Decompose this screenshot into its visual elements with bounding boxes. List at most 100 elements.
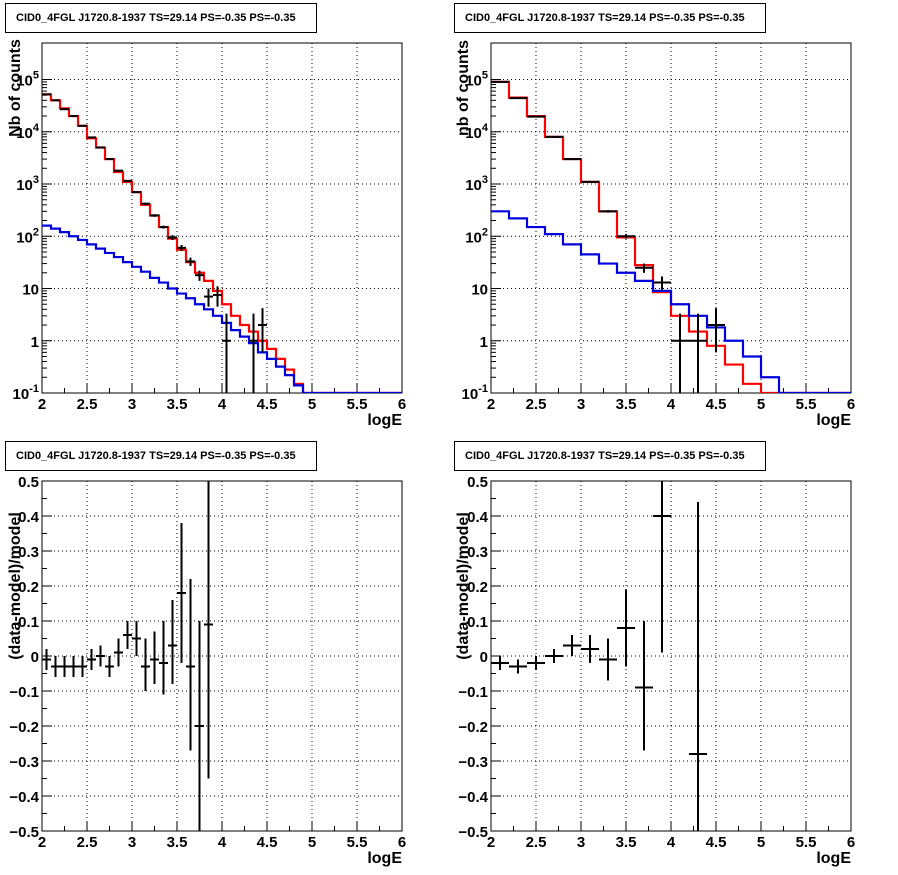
data-point — [707, 308, 725, 353]
x-tick-label: 5 — [308, 396, 316, 413]
y-tick-label: 0.5 — [467, 474, 488, 491]
data-point — [599, 210, 617, 213]
data-point — [186, 579, 195, 751]
data-point — [69, 656, 78, 677]
data-point — [159, 225, 168, 229]
y-tick-label: 104 — [465, 122, 489, 142]
data-point — [159, 621, 168, 695]
y-tick-label: 103 — [16, 174, 39, 194]
data-point — [141, 202, 150, 205]
x-axis-label: logE — [816, 412, 851, 429]
x-tick-label: 5.5 — [347, 396, 368, 413]
data-point — [105, 158, 114, 161]
y-tick-label: 0.2 — [18, 579, 39, 596]
y-tick-label: −0.4 — [458, 789, 488, 806]
y-tick-label: 0.1 — [467, 614, 488, 631]
data-point — [105, 656, 114, 677]
data-point — [617, 589, 635, 667]
panel-title-bottom-left: CID0_4FGL J1720.8-1937 TS=29.14 PS=-0.35… — [5, 441, 317, 471]
y-tick-label: 105 — [465, 70, 488, 90]
y-axis-label: nb of counts — [455, 40, 472, 136]
x-tick-label: 2.5 — [77, 834, 98, 851]
data-point — [563, 635, 581, 656]
x-tick-label: 2.5 — [526, 396, 547, 413]
data-point — [150, 631, 159, 684]
y-axis-label: (data-model)/model — [7, 512, 24, 660]
data-point — [527, 656, 545, 670]
x-tick-label: 2 — [487, 396, 495, 413]
y-tick-label: −0.3 — [9, 754, 39, 771]
x-tick-label: 4 — [218, 396, 227, 413]
source-model-histogram — [42, 224, 402, 393]
x-tick-label: 5 — [757, 834, 765, 851]
x-axis-label: logE — [367, 850, 402, 867]
x-tick-label: 3.5 — [167, 396, 188, 413]
data-point — [141, 638, 150, 691]
x-tick-label: 4.5 — [257, 834, 278, 851]
y-tick-label: −0.1 — [9, 684, 39, 701]
y-tick-label: 10 — [22, 282, 39, 299]
y-tick-label: 10 — [471, 282, 488, 299]
y-tick-label: 102 — [465, 226, 488, 246]
y-tick-label: −0.2 — [458, 719, 488, 736]
data-point — [123, 621, 132, 649]
x-tick-label: 6 — [398, 834, 406, 851]
data-point — [635, 621, 653, 751]
y-tick-label: 1 — [31, 334, 39, 351]
data-point — [204, 288, 213, 307]
x-tick-label: 3.5 — [616, 834, 637, 851]
data-point — [78, 656, 87, 677]
total-model-histogram — [491, 80, 851, 393]
data-point — [87, 136, 96, 139]
data-point — [186, 257, 195, 266]
y-tick-label: 1 — [480, 334, 488, 351]
y-tick-label: 0.4 — [467, 509, 489, 526]
data-point — [689, 502, 707, 831]
data-point — [195, 621, 204, 831]
source-model-histogram — [491, 210, 851, 393]
data-point — [96, 146, 105, 149]
x-tick-label: 6 — [847, 834, 855, 851]
y-tick-label: 10-1 — [462, 383, 488, 403]
y-tick-label: −0.2 — [9, 719, 39, 736]
data-point — [114, 169, 123, 172]
data-point — [617, 234, 635, 239]
data-point — [123, 179, 132, 182]
data-point — [87, 649, 96, 670]
data-point — [168, 600, 177, 684]
data-point — [42, 649, 51, 670]
data-point — [249, 313, 258, 393]
y-tick-label: 0.5 — [18, 474, 39, 491]
x-tick-label: 4 — [218, 834, 227, 851]
x-tick-label: 5 — [757, 396, 765, 413]
y-tick-label: 104 — [16, 122, 40, 142]
y-tick-label: −0.4 — [9, 789, 39, 806]
data-point — [177, 245, 186, 252]
x-tick-label: 4.5 — [706, 396, 727, 413]
x-axis-label: logE — [367, 412, 402, 429]
x-tick-label: 6 — [398, 396, 406, 413]
x-tick-label: 3 — [128, 834, 136, 851]
data-point — [150, 214, 159, 217]
x-axis-label: logE — [816, 850, 851, 867]
data-point — [60, 656, 69, 677]
plot-area — [491, 481, 707, 831]
data-point — [671, 313, 689, 393]
plot-area — [491, 80, 851, 393]
data-point — [653, 276, 671, 290]
panel-title-top-right: CID0_4FGL J1720.8-1937 TS=29.14 PS=-0.35… — [454, 3, 766, 33]
plot-area — [42, 93, 402, 393]
y-tick-label: −0.3 — [458, 754, 488, 771]
y-tick-label: 0.1 — [18, 614, 39, 631]
y-tick-label: −0.5 — [458, 824, 488, 841]
data-point — [545, 649, 563, 663]
data-point — [689, 313, 707, 393]
x-tick-label: 5 — [308, 834, 316, 851]
x-tick-label: 5.5 — [796, 834, 817, 851]
x-tick-label: 6 — [847, 396, 855, 413]
x-tick-label: 4.5 — [257, 396, 278, 413]
